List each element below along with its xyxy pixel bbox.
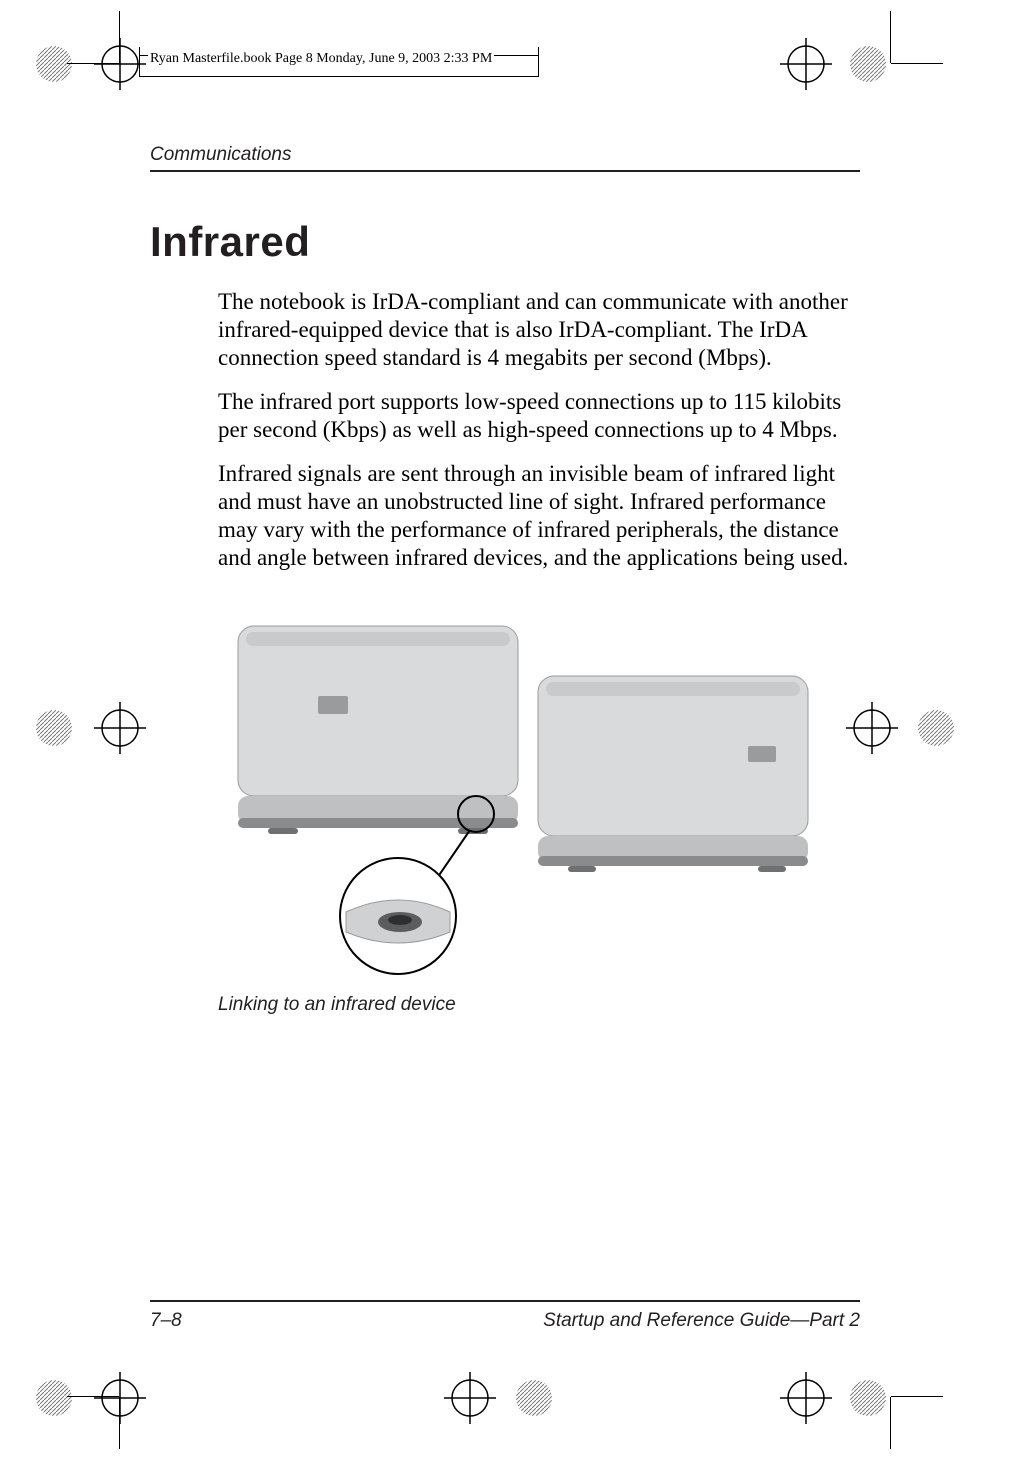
footer-rule	[150, 1300, 860, 1302]
footer-guide-title: Startup and Reference Guide—Part 2	[543, 1310, 860, 1332]
content-column: Communications Infrared The notebook is …	[150, 144, 860, 1016]
running-header: Ryan Masterfile.book Page 8 Monday, June…	[139, 47, 539, 77]
page-heading: Infrared	[150, 218, 860, 266]
registration-mark-icon	[32, 706, 76, 750]
registration-mark-icon	[914, 706, 958, 750]
figure-infrared-link	[218, 606, 818, 976]
footer-page-number: 7–8	[150, 1310, 182, 1332]
registration-mark-icon	[32, 42, 76, 86]
page-footer: 7–8 Startup and Reference Guide—Part 2	[150, 1300, 860, 1332]
section-rule	[150, 170, 860, 172]
figure-caption: Linking to an infrared device	[218, 994, 860, 1016]
paragraph: The infrared port supports low-speed con…	[218, 388, 858, 444]
running-header-text: Ryan Masterfile.book Page 8 Monday, June…	[148, 51, 494, 66]
section-label: Communications	[150, 144, 860, 166]
paragraph: The notebook is IrDA-compliant and can c…	[218, 288, 858, 372]
registration-mark-icon	[32, 1376, 76, 1420]
body-text: The notebook is IrDA-compliant and can c…	[218, 288, 858, 572]
paragraph: Infrared signals are sent through an inv…	[218, 460, 858, 572]
